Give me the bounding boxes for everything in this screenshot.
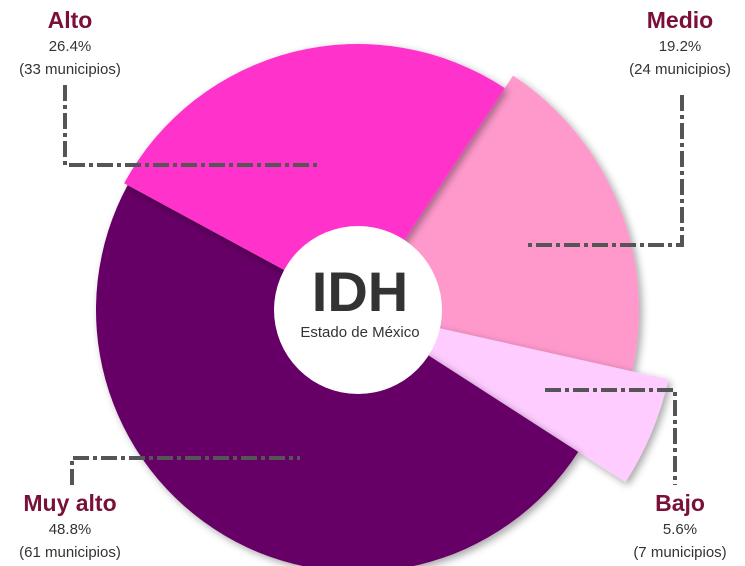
wedge — [358, 310, 669, 483]
center-disc — [274, 226, 442, 394]
count-label: (24 municipios) — [629, 61, 731, 78]
leader-line — [545, 388, 677, 485]
labels: Medio 19.2% (24 municipios) Bajo 5.6% (7 muni… — [19, 7, 731, 561]
value-label: 48.8% — [49, 521, 92, 538]
category-label: Alto — [48, 7, 93, 33]
category-label: Medio — [647, 7, 713, 33]
value-label: 19.2% — [659, 38, 702, 55]
count-label: (7 municipios) — [633, 544, 726, 561]
leader-line — [63, 85, 320, 167]
count-label: (61 municipios) — [19, 544, 121, 561]
count-label: (33 municipios) — [19, 61, 121, 78]
wedge — [124, 43, 505, 311]
value-label: 26.4% — [49, 38, 92, 55]
value-label: 5.6% — [663, 521, 697, 538]
leader-line — [70, 456, 300, 485]
center-subtitle: Estado de México — [300, 324, 419, 341]
category-label: Muy alto — [23, 490, 116, 516]
category-label: Bajo — [655, 490, 705, 516]
center-title: IDH — [312, 260, 408, 323]
leader-line — [525, 95, 684, 247]
